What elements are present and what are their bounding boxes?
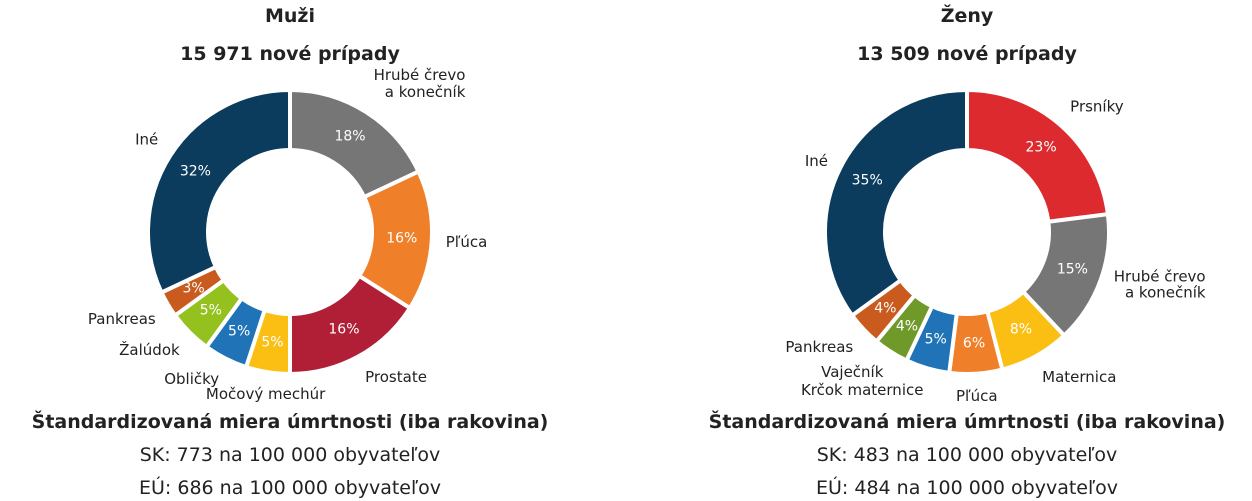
data-label: 5% xyxy=(924,330,947,347)
chart-title: Ženy xyxy=(940,5,994,27)
data-label: 4% xyxy=(874,299,897,316)
data-label: 6% xyxy=(962,335,986,352)
category-label: Prsníky xyxy=(1070,97,1124,116)
note: SK: 773 na 100 000 obyvateľov xyxy=(139,444,441,466)
note: SK: 483 na 100 000 obyvateľov xyxy=(816,444,1118,466)
category-label: Krčok maternice xyxy=(800,380,924,399)
category-label: Hrubé črevo a konečník xyxy=(1113,267,1206,302)
category-label: Iné xyxy=(804,151,828,170)
chart-title: Muži xyxy=(264,5,316,27)
category-label: Prostate xyxy=(365,367,427,386)
data-label: 16% xyxy=(386,230,418,247)
note: Štandardizovaná miera úmrtnosti (iba rak… xyxy=(31,411,549,433)
category-label: Iné xyxy=(135,130,159,149)
category-label: Pankreas xyxy=(87,310,156,329)
note: Štandardizovaná miera úmrtnosti (iba rak… xyxy=(708,411,1226,433)
chart-subtitle: 15 971 nové prípady xyxy=(180,43,400,65)
category-label: Pankreas xyxy=(785,337,854,356)
note: EÚ: 686 na 100 000 obyvateľov xyxy=(139,477,441,499)
data-label: 5% xyxy=(228,323,251,340)
category-label: Obličky xyxy=(164,369,220,388)
wedge xyxy=(965,87,1111,224)
category-label: Žalúdok xyxy=(119,341,180,360)
chart-subtitle: 13 509 nové prípady xyxy=(857,43,1077,65)
data-label: 32% xyxy=(179,163,211,180)
wedge xyxy=(146,87,292,296)
category-label: Močový mechúr xyxy=(205,385,326,404)
data-label: 5% xyxy=(199,302,222,319)
data-label: 8% xyxy=(1009,321,1033,338)
category-label: Pľúca xyxy=(955,386,998,405)
wedge xyxy=(823,87,969,319)
data-label: 4% xyxy=(895,317,919,334)
data-label: 23% xyxy=(1025,139,1057,156)
note: EÚ: 484 na 100 000 obyvateľov xyxy=(816,477,1118,499)
category-label: Maternica xyxy=(1042,367,1117,386)
data-label: 3% xyxy=(182,280,205,297)
data-label: 16% xyxy=(328,321,360,338)
category-label: Vaječník xyxy=(821,362,884,381)
data-label: 5% xyxy=(261,333,284,350)
data-label: 15% xyxy=(1056,261,1088,278)
category-label: Hrubé črevo a konečník xyxy=(373,66,466,101)
category-label: Pľúca xyxy=(445,232,488,251)
data-label: 35% xyxy=(851,172,883,189)
data-label: 18% xyxy=(334,128,366,145)
